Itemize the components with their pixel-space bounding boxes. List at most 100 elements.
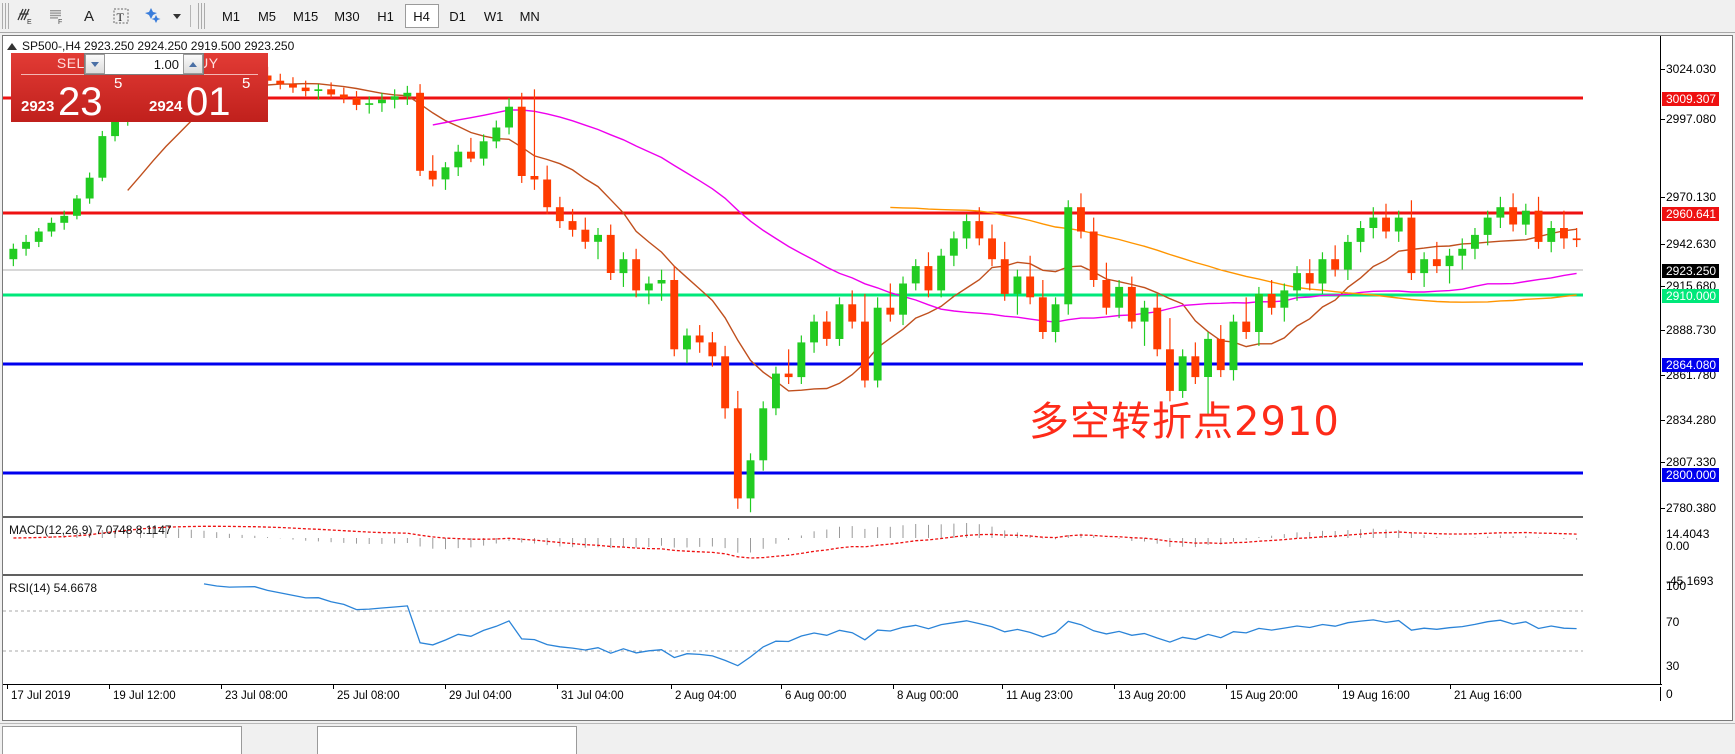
timeframe-mn[interactable]: MN xyxy=(519,8,540,24)
candlestick xyxy=(759,401,768,471)
text-label-icon[interactable]: A xyxy=(83,7,94,25)
chart-canvas-area[interactable]: SP500-,H4 2923.250 2924.250 2919.500 292… xyxy=(3,36,1732,720)
timeframe-w1[interactable]: W1 xyxy=(483,8,504,24)
candlestick xyxy=(441,162,450,190)
candlestick xyxy=(848,290,857,329)
candlestick xyxy=(695,325,704,353)
sell-button[interactable]: SELL 2923 23 5 xyxy=(11,53,139,122)
templates-icon[interactable] xyxy=(137,2,169,30)
price-tick: 2997.080 xyxy=(1661,113,1716,126)
candlestick xyxy=(1140,300,1149,346)
price-tick: 2780.380 xyxy=(1661,502,1716,515)
candlestick xyxy=(772,366,780,416)
candlestick xyxy=(1356,221,1365,253)
chart-plot xyxy=(3,66,1583,667)
candlestick xyxy=(924,252,933,298)
candlestick xyxy=(1471,228,1479,260)
toolbar-grip-tools[interactable] xyxy=(2,3,9,29)
time-tick: 13 Aug 20:00 xyxy=(1114,684,1186,702)
timeframe-d1[interactable]: D1 xyxy=(449,8,466,24)
rsi-scale-tick: 100 xyxy=(1660,579,1732,593)
price-tick: 3024.030 xyxy=(1661,63,1716,76)
candlestick xyxy=(34,228,43,248)
price-tick: 2970.130 xyxy=(1661,191,1716,204)
timeframe-m30[interactable]: M30 xyxy=(334,8,360,24)
candlestick xyxy=(1521,203,1530,235)
candlestick xyxy=(505,98,513,135)
time-tick: 31 Jul 04:00 xyxy=(557,684,624,702)
macd-scale-tick: 14.4043 xyxy=(1660,527,1732,541)
lot-decrease-button[interactable] xyxy=(85,54,105,74)
candlestick xyxy=(937,248,946,298)
text-object-icon[interactable]: T xyxy=(105,2,137,30)
candlestick xyxy=(492,120,501,149)
price-level-tag: 2960.641 xyxy=(1662,207,1720,221)
chart-annotation-text: 多空转折点2910 xyxy=(1029,399,1340,445)
candlestick xyxy=(733,390,742,509)
candlestick xyxy=(1191,342,1200,384)
candlestick xyxy=(1496,196,1505,228)
price-tick: 2888.730 xyxy=(1661,324,1716,337)
timeframe-m15[interactable]: M15 xyxy=(293,8,319,24)
timeframe-m5[interactable]: M5 xyxy=(257,8,277,24)
candlestick xyxy=(479,134,488,166)
lot-size-value[interactable]: 1.00 xyxy=(153,56,179,72)
candlestick xyxy=(1343,234,1352,280)
candlestick xyxy=(1077,193,1085,239)
candlestick xyxy=(1572,228,1581,248)
candlestick xyxy=(47,217,56,237)
candlestick xyxy=(1420,252,1429,287)
macd-signal-line xyxy=(13,525,1577,559)
templates-dropdown-icon[interactable] xyxy=(169,2,185,30)
buy-price: 2924 01 5 xyxy=(139,74,268,122)
candlestick xyxy=(1534,196,1543,249)
candlestick xyxy=(289,77,297,93)
expert-advisors-icon[interactable]: E xyxy=(9,2,41,30)
main-toolbar: E F A T xyxy=(0,0,1735,33)
chart-window[interactable]: SP500-,H4 2923.250 2924.250 2919.500 292… xyxy=(2,35,1733,721)
candlestick xyxy=(683,328,691,364)
rsi-scale-tick: 0 xyxy=(1660,687,1732,701)
price-scale[interactable]: 3024.030 2997.080 2970.130 2942.630 2915.680… xyxy=(1660,36,1732,684)
candlestick xyxy=(1102,262,1111,315)
candlestick xyxy=(301,80,310,97)
candlestick xyxy=(784,349,793,384)
lot-increase-button[interactable] xyxy=(183,54,203,74)
candlestick xyxy=(1331,245,1340,277)
candlestick xyxy=(797,335,806,384)
lot-size-stepper[interactable]: 1.00 xyxy=(84,53,204,75)
candlestick xyxy=(365,96,374,114)
candlestick xyxy=(1407,200,1416,280)
sell-price: 2923 23 5 xyxy=(11,74,139,122)
chart-tab-1[interactable] xyxy=(2,726,242,754)
sell-price-big: 23 xyxy=(58,80,103,122)
candlestick xyxy=(975,207,984,246)
candlestick xyxy=(708,332,717,367)
toolbar-grip-timeframes[interactable] xyxy=(198,3,205,29)
candlestick xyxy=(416,84,424,176)
candlestick xyxy=(619,252,628,287)
symbol-ohlc-text: SP500-,H4 2923.250 2924.250 2919.500 292… xyxy=(22,39,295,53)
timeframe-h4[interactable]: H4 xyxy=(404,4,439,28)
timeframe-h1[interactable]: H1 xyxy=(377,8,394,24)
candlestick xyxy=(1013,269,1022,315)
candlestick xyxy=(1089,217,1098,287)
candlestick xyxy=(1382,203,1390,239)
candlestick xyxy=(1293,266,1301,301)
one-click-trading-panel[interactable]: SELL 2923 23 5 BUY 2924 01 5 xyxy=(11,53,268,122)
candlestick xyxy=(1000,241,1009,301)
candlestick xyxy=(543,165,552,215)
candlestick xyxy=(911,259,920,291)
candlestick xyxy=(861,293,869,388)
chart-tab-2[interactable] xyxy=(317,726,577,754)
candlestick xyxy=(60,210,69,230)
candlestick xyxy=(1153,293,1162,357)
sell-divider xyxy=(21,74,129,75)
symbol-ohlc-header: SP500-,H4 2923.250 2924.250 2919.500 292… xyxy=(7,39,294,53)
indicators-icon[interactable]: F xyxy=(41,2,73,30)
chevron-up-icon xyxy=(189,61,197,67)
time-tick: 11 Aug 23:00 xyxy=(1002,684,1073,702)
candlestick xyxy=(873,297,882,388)
timeframe-m1[interactable]: M1 xyxy=(221,8,241,24)
price-tick: 2807.330 xyxy=(1661,456,1716,469)
